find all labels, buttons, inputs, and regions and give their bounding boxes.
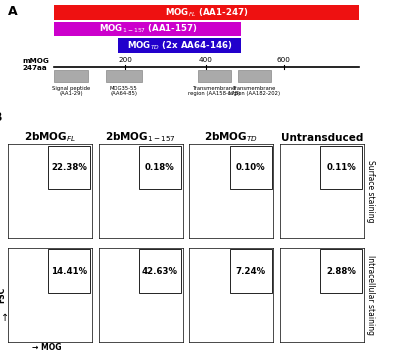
Text: FSC: FSC (0, 287, 6, 303)
Text: 2.88%: 2.88% (326, 267, 356, 276)
Text: Transmembrane
region (AA182-202): Transmembrane region (AA182-202) (228, 86, 280, 96)
Text: ↑: ↑ (1, 313, 9, 323)
Bar (238, 70, 272, 82)
Text: 7.24%: 7.24% (236, 267, 266, 276)
Title: 2bMOG$_{FL}$: 2bMOG$_{FL}$ (24, 130, 76, 144)
Text: → MOG: → MOG (32, 343, 62, 352)
Title: Untransduced: Untransduced (281, 133, 363, 143)
Bar (139, 146, 181, 189)
Bar (54, 5, 359, 20)
Bar (320, 250, 362, 293)
Text: 0.18%: 0.18% (145, 163, 175, 172)
Bar (48, 146, 90, 189)
Text: MOG$_{1-157}$ (AA1-157): MOG$_{1-157}$ (AA1-157) (98, 23, 197, 35)
Text: MOG$_{TD}$ (2x AA64-146): MOG$_{TD}$ (2x AA64-146) (127, 39, 232, 52)
Bar (198, 70, 230, 82)
Bar (54, 70, 88, 82)
Text: 400: 400 (199, 57, 212, 63)
Text: Intracellular staining: Intracellular staining (366, 255, 374, 335)
Title: 2bMOG$_{1-157}$: 2bMOG$_{1-157}$ (105, 130, 176, 144)
Bar (139, 250, 181, 293)
Text: MOG35-55
(AA64-85): MOG35-55 (AA64-85) (110, 86, 138, 96)
Text: Signal peptide
(AA1-29): Signal peptide (AA1-29) (52, 86, 90, 96)
Bar (106, 70, 142, 82)
Text: A: A (8, 5, 18, 18)
Bar (230, 146, 272, 189)
Text: mMOG
247aa: mMOG 247aa (22, 58, 49, 71)
Text: 600: 600 (277, 57, 291, 63)
Bar (230, 250, 272, 293)
Bar (320, 146, 362, 189)
Text: 22.38%: 22.38% (51, 163, 87, 172)
Text: MOG$_{FL}$ (AA1-247): MOG$_{FL}$ (AA1-247) (165, 6, 248, 19)
Bar (48, 250, 90, 293)
Text: 200: 200 (118, 57, 132, 63)
Text: Surface staining: Surface staining (366, 160, 374, 222)
Text: 14.41%: 14.41% (51, 267, 87, 276)
Text: B: B (0, 111, 2, 124)
Title: 2bMOG$_{TD}$: 2bMOG$_{TD}$ (204, 130, 258, 144)
Bar (118, 38, 241, 53)
Bar (54, 22, 241, 36)
Text: 42.63%: 42.63% (142, 267, 178, 276)
Text: 0.11%: 0.11% (326, 163, 356, 172)
Text: Transmembrane
region (AA158-178): Transmembrane region (AA158-178) (188, 86, 240, 96)
Text: 0.10%: 0.10% (236, 163, 266, 172)
